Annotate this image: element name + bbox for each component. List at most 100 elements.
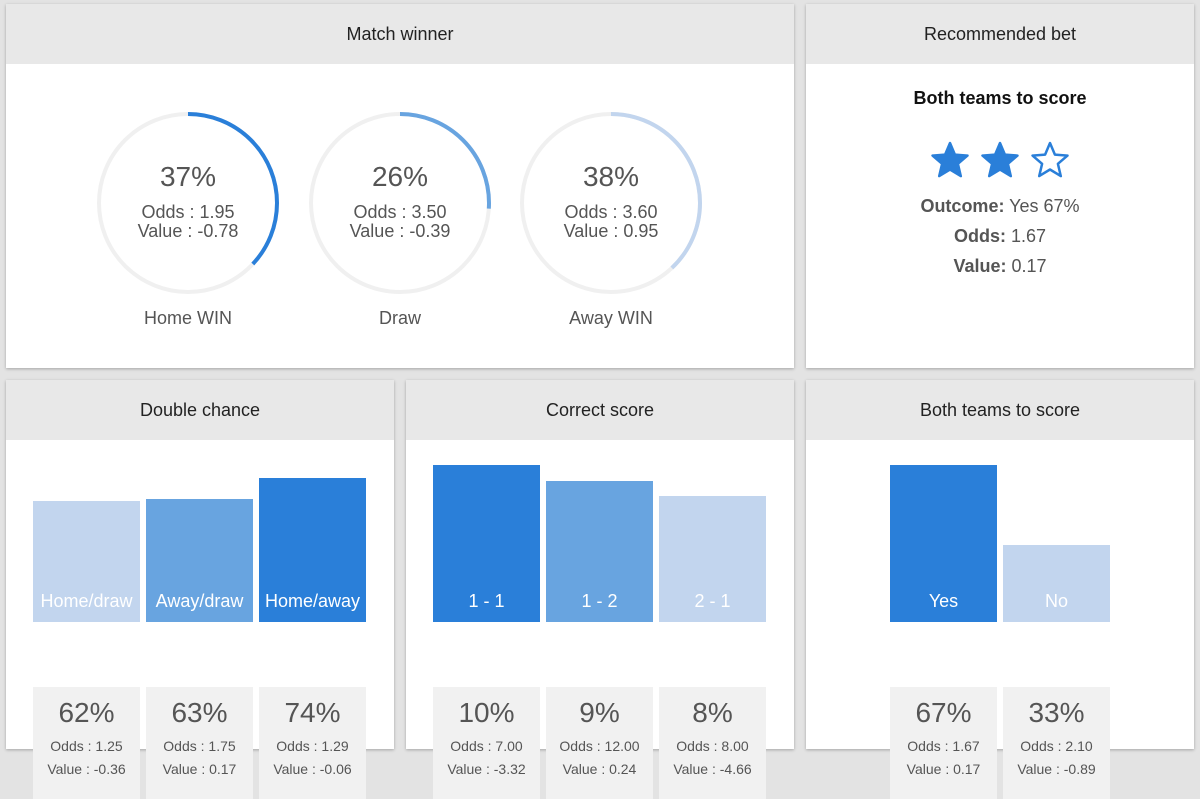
odds-value: 1.67 xyxy=(1010,226,1047,246)
home-draw-stats: 62% Odds : 1.25 Value : -0.36 xyxy=(33,687,140,799)
double-chance-card: Double chance Home/draw Away/draw Home/a… xyxy=(6,380,394,799)
score-2-1-odds: Odds : 8.00 xyxy=(676,738,749,754)
home-draw-percentage: 62% xyxy=(58,697,115,728)
score-1-1-bar: 1 - 1 xyxy=(433,465,540,622)
away-win-ring-chart xyxy=(520,112,702,294)
btts-yes-percentage: 67% xyxy=(915,697,972,728)
away-draw-odds: Odds : 1.75 xyxy=(163,738,236,754)
btts-card: Both teams to score Yes No 67% Odds : 1.… xyxy=(806,380,1194,799)
score-1-2-bar: 1 - 2 xyxy=(546,481,653,622)
home-draw-bar: Home/draw xyxy=(33,501,140,622)
ring-progress-arc xyxy=(309,112,491,294)
draw-value: Value : -0.39 xyxy=(349,221,451,241)
away-draw-bar: Away/draw xyxy=(146,499,253,622)
value-line: Value: 0.17 xyxy=(806,256,1194,277)
home-away-stats: 74% Odds : 1.29 Value : -0.06 xyxy=(259,687,366,799)
double-chance-title: Double chance xyxy=(139,399,261,420)
score-1-1-odds: Odds : 7.00 xyxy=(450,738,523,754)
btts-yes-stats: 67% Odds : 1.67 Value : 0.17 xyxy=(890,687,997,799)
draw-ring: 26% Odds : 3.50 Value : -0.39 xyxy=(308,111,492,295)
draw-label: Draw xyxy=(378,308,421,328)
match-winner-header: Match winner xyxy=(6,4,794,64)
score-2-1-percentage: 8% xyxy=(692,697,733,728)
home-draw-bar-label: Home/draw xyxy=(40,591,133,611)
home-win-value: Value : -0.78 xyxy=(137,221,239,241)
recommended-bet-body: Both teams to score Outcome: Yes 67% Odd… xyxy=(806,64,1194,368)
home-win-ring: 37% Odds : 1.95 Value : -0.78 xyxy=(96,111,280,295)
home-away-percentage: 74% xyxy=(284,697,341,728)
score-1-1-value: Value : -3.32 xyxy=(447,761,526,777)
away-win-label: Away WIN xyxy=(569,308,653,328)
away-win-percentage: 38% xyxy=(582,161,640,192)
btts-title: Both teams to score xyxy=(919,399,1081,420)
btts-yes-odds: Odds : 1.67 xyxy=(907,738,980,754)
btts-no-value: Value : -0.89 xyxy=(1017,761,1096,777)
btts-no-odds: Odds : 2.10 xyxy=(1020,738,1093,754)
btts-yes-bar-label: Yes xyxy=(928,591,959,611)
btts-header: Both teams to score xyxy=(806,380,1194,440)
outcome-value: Yes 67% xyxy=(1009,196,1080,216)
value-label: Value: xyxy=(953,256,1007,276)
score-2-1-bar-label: 2 - 1 xyxy=(694,591,731,611)
btts-no-bar: No xyxy=(1003,545,1110,622)
draw-ring-chart xyxy=(309,112,491,294)
home-win-odds: Odds : 1.95 xyxy=(141,202,235,222)
score-1-2-bar-label: 1 - 2 xyxy=(581,591,618,611)
draw-odds: Odds : 3.50 xyxy=(353,202,447,222)
score-1-1-bar-label: 1 - 1 xyxy=(468,591,505,611)
score-2-1-bar: 2 - 1 xyxy=(659,496,766,622)
home-win-percentage: 37% xyxy=(159,161,217,192)
home-away-value: Value : -0.06 xyxy=(273,761,352,777)
odds-label: Odds: xyxy=(953,226,1006,246)
recommended-bet-card: Recommended bet Both teams to score Outc… xyxy=(806,4,1194,368)
star-filled-icon xyxy=(930,140,970,180)
score-2-1-stats: 8% Odds : 8.00 Value : -4.66 xyxy=(659,687,766,799)
home-win-label: Home WIN xyxy=(143,308,232,328)
away-draw-stats: 63% Odds : 1.75 Value : 0.17 xyxy=(146,687,253,799)
away-draw-percentage: 63% xyxy=(171,697,228,728)
score-1-1-percentage: 10% xyxy=(458,697,515,728)
recommended-bet-name: Both teams to score xyxy=(913,88,1087,108)
home-away-odds: Odds : 1.29 xyxy=(276,738,349,754)
away-win-value: Value : 0.95 xyxy=(563,221,659,241)
odds-line: Odds: 1.67 xyxy=(806,226,1194,247)
away-draw-bar-label: Away/draw xyxy=(155,591,244,611)
star-outline-icon xyxy=(1030,140,1070,180)
home-win-ring-chart xyxy=(97,112,279,294)
ring-progress-arc xyxy=(97,112,279,294)
away-draw-value: Value : 0.17 xyxy=(162,761,237,777)
match-winner-card: Match winner 37% Odds : 1.95 Value : -0.… xyxy=(6,4,794,368)
value-value: 0.17 xyxy=(1011,256,1047,276)
btts-no-percentage: 33% xyxy=(1028,697,1085,728)
double-chance-body: Home/draw Away/draw Home/away 62% Odds :… xyxy=(6,440,394,799)
outcome-line: Outcome: Yes 67% xyxy=(806,196,1194,217)
btts-body: Yes No 67% Odds : 1.67 Value : 0.17 33% … xyxy=(806,440,1194,799)
away-win-ring: 38% Odds : 3.60 Value : 0.95 xyxy=(519,111,703,295)
btts-yes-value: Value : 0.17 xyxy=(906,761,981,777)
draw-percentage: 26% xyxy=(371,161,429,192)
home-draw-odds: Odds : 1.25 xyxy=(50,738,123,754)
btts-no-bar-label: No xyxy=(1044,591,1068,611)
double-chance-header: Double chance xyxy=(6,380,394,440)
match-winner-title: Match winner xyxy=(346,23,454,44)
ring-progress-arc xyxy=(520,112,702,294)
outcome-label: Outcome: xyxy=(920,196,1005,216)
score-2-1-value: Value : -4.66 xyxy=(673,761,752,777)
score-1-1-stats: 10% Odds : 7.00 Value : -3.32 xyxy=(433,687,540,799)
match-winner-body: 37% Odds : 1.95 Value : -0.78 Home WIN 2… xyxy=(6,64,794,368)
score-1-2-odds: Odds : 12.00 xyxy=(559,738,640,754)
score-1-2-percentage: 9% xyxy=(579,697,620,728)
star-filled-icon xyxy=(980,140,1020,180)
correct-score-card: Correct score 1 - 1 1 - 2 2 - 1 10% Odds… xyxy=(406,380,794,799)
home-away-bar: Home/away xyxy=(259,478,366,622)
correct-score-title: Correct score xyxy=(545,399,655,420)
score-1-2-stats: 9% Odds : 12.00 Value : 0.24 xyxy=(546,687,653,799)
home-draw-value: Value : -0.36 xyxy=(47,761,126,777)
star-rating xyxy=(806,140,1194,180)
correct-score-header: Correct score xyxy=(406,380,794,440)
recommended-bet-header: Recommended bet xyxy=(806,4,1194,64)
btts-yes-bar: Yes xyxy=(890,465,997,622)
btts-no-stats: 33% Odds : 2.10 Value : -0.89 xyxy=(1003,687,1110,799)
home-away-bar-label: Home/away xyxy=(264,591,361,611)
away-win-odds: Odds : 3.60 xyxy=(564,202,658,222)
